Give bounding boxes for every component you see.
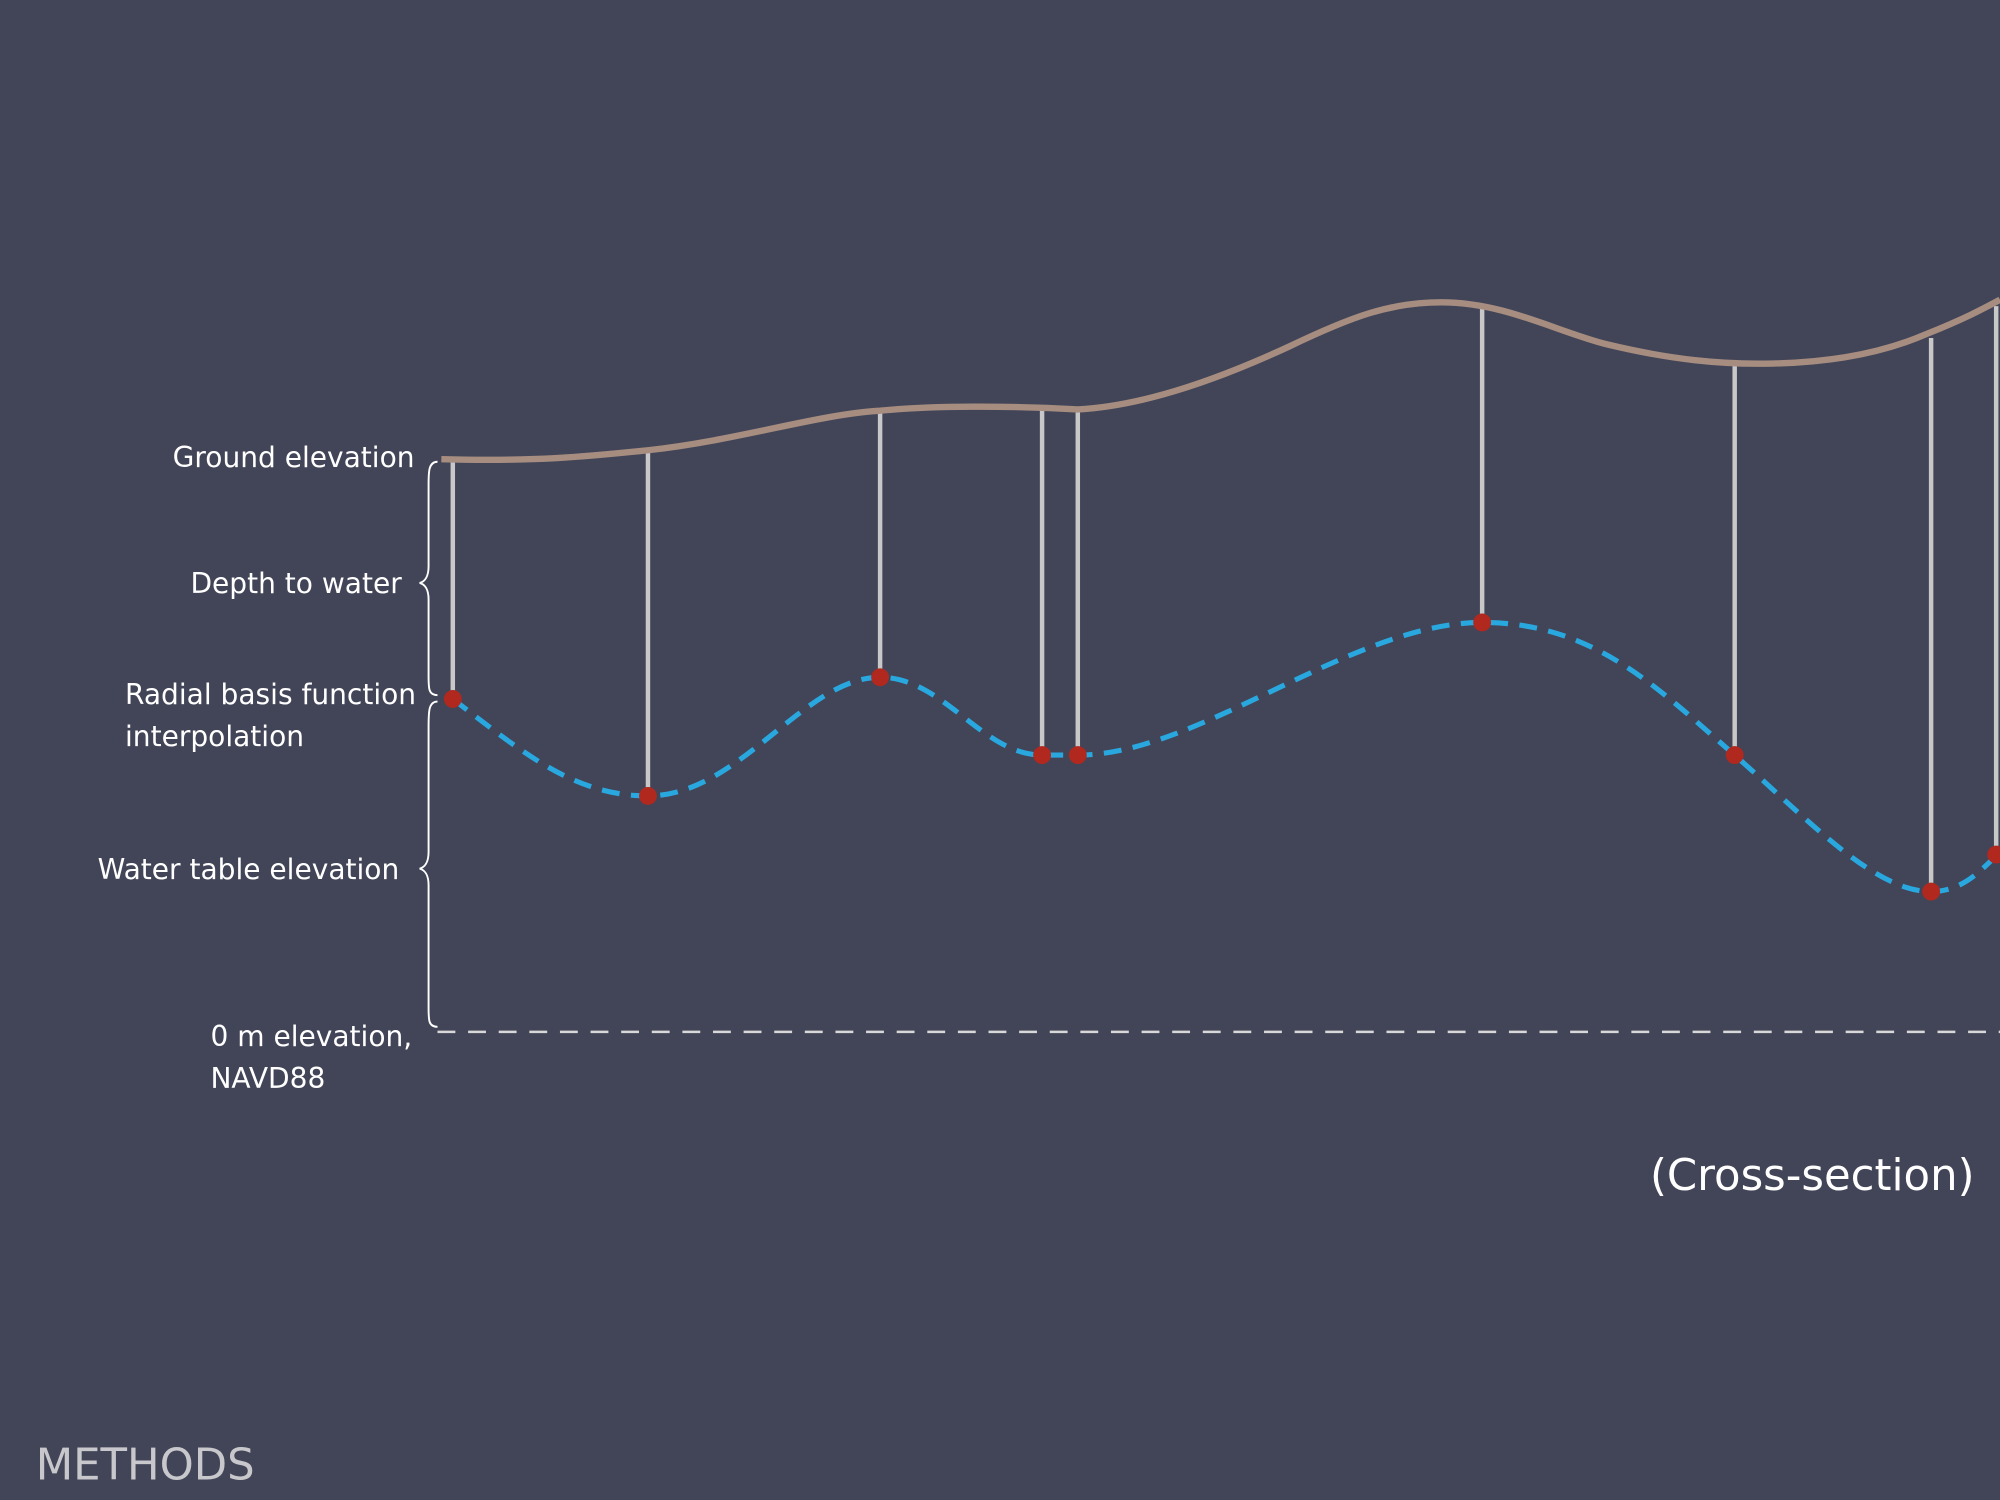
point	[1473, 613, 1492, 632]
label: 0 m elevation,	[210, 1020, 412, 1053]
footer: METHODS	[36, 1441, 255, 1491]
point	[443, 690, 462, 708]
label: Radial basis function	[125, 678, 416, 711]
point	[1725, 746, 1744, 765]
point	[871, 668, 890, 687]
label: Water table elevation	[98, 853, 400, 886]
label: Ground elevation	[173, 441, 415, 474]
measurement-points	[443, 613, 2000, 901]
label: Depth to water	[190, 567, 402, 600]
point	[639, 786, 657, 805]
label: interpolation	[125, 720, 304, 753]
point	[1068, 746, 1087, 765]
water-table	[451, 619, 2000, 895]
ground-surface	[441, 296, 2000, 464]
label: NAVD88	[210, 1062, 325, 1095]
point	[1922, 882, 1941, 901]
brace	[419, 460, 438, 697]
wells	[450, 304, 1999, 892]
point	[1987, 845, 2000, 864]
point	[1033, 746, 1052, 765]
caption: (Cross-section)	[1650, 1151, 1974, 1201]
brace	[419, 700, 438, 1028]
